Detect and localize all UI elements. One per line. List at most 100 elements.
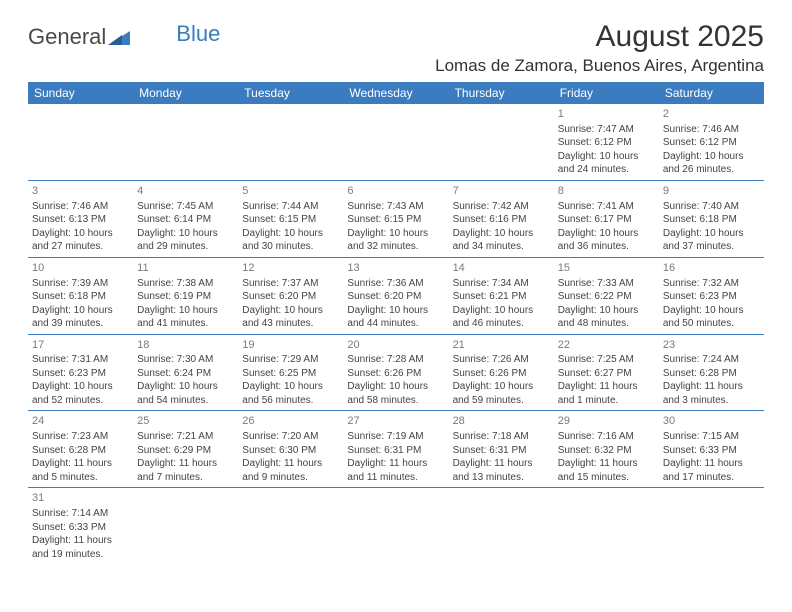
day-number: 6 <box>347 184 444 199</box>
daylight-line-2: and 26 minutes. <box>663 163 760 177</box>
day-cell <box>28 104 133 180</box>
sunset-line: Sunset: 6:15 PM <box>242 213 339 227</box>
daylight-line: Daylight: 10 hours <box>663 227 760 241</box>
sunset-line: Sunset: 6:31 PM <box>453 444 550 458</box>
calendar: SundayMondayTuesdayWednesdayThursdayFrid… <box>28 82 764 564</box>
day-number: 18 <box>137 338 234 353</box>
day-cell <box>449 104 554 180</box>
day-cell: 23Sunrise: 7:24 AMSunset: 6:28 PMDayligh… <box>659 335 764 411</box>
sunrise-line: Sunrise: 7:43 AM <box>347 200 444 214</box>
weekday-cell: Thursday <box>449 82 554 104</box>
day-cell: 6Sunrise: 7:43 AMSunset: 6:15 PMDaylight… <box>343 181 448 257</box>
daylight-line-2: and 9 minutes. <box>242 471 339 485</box>
day-cell <box>238 488 343 564</box>
day-cell: 2Sunrise: 7:46 AMSunset: 6:12 PMDaylight… <box>659 104 764 180</box>
daylight-line: Daylight: 11 hours <box>137 457 234 471</box>
day-cell: 9Sunrise: 7:40 AMSunset: 6:18 PMDaylight… <box>659 181 764 257</box>
sunset-line: Sunset: 6:23 PM <box>32 367 129 381</box>
day-cell: 22Sunrise: 7:25 AMSunset: 6:27 PMDayligh… <box>554 335 659 411</box>
daylight-line: Daylight: 10 hours <box>32 227 129 241</box>
daylight-line-2: and 29 minutes. <box>137 240 234 254</box>
day-cell: 27Sunrise: 7:19 AMSunset: 6:31 PMDayligh… <box>343 411 448 487</box>
daylight-line: Daylight: 11 hours <box>558 380 655 394</box>
sunset-line: Sunset: 6:20 PM <box>242 290 339 304</box>
calendar-grid: 1Sunrise: 7:47 AMSunset: 6:12 PMDaylight… <box>28 104 764 564</box>
calendar-row: 31Sunrise: 7:14 AMSunset: 6:33 PMDayligh… <box>28 488 764 564</box>
header: General Blue August 2025 Lomas de Zamora… <box>28 20 764 76</box>
day-number: 12 <box>242 261 339 276</box>
day-cell <box>343 488 448 564</box>
logo: General Blue <box>28 24 220 50</box>
weekday-cell: Friday <box>554 82 659 104</box>
sunrise-line: Sunrise: 7:32 AM <box>663 277 760 291</box>
daylight-line-2: and 15 minutes. <box>558 471 655 485</box>
daylight-line-2: and 58 minutes. <box>347 394 444 408</box>
sunset-line: Sunset: 6:26 PM <box>347 367 444 381</box>
sunset-line: Sunset: 6:28 PM <box>663 367 760 381</box>
daylight-line: Daylight: 11 hours <box>242 457 339 471</box>
sunrise-line: Sunrise: 7:46 AM <box>32 200 129 214</box>
sunset-line: Sunset: 6:32 PM <box>558 444 655 458</box>
daylight-line-2: and 19 minutes. <box>32 548 129 562</box>
daylight-line-2: and 27 minutes. <box>32 240 129 254</box>
daylight-line: Daylight: 10 hours <box>242 380 339 394</box>
sunrise-line: Sunrise: 7:28 AM <box>347 353 444 367</box>
sunrise-line: Sunrise: 7:14 AM <box>32 507 129 521</box>
sunrise-line: Sunrise: 7:47 AM <box>558 123 655 137</box>
day-cell <box>343 104 448 180</box>
day-number: 2 <box>663 107 760 122</box>
sunset-line: Sunset: 6:18 PM <box>32 290 129 304</box>
daylight-line-2: and 5 minutes. <box>32 471 129 485</box>
daylight-line: Daylight: 10 hours <box>242 227 339 241</box>
day-number: 28 <box>453 414 550 429</box>
daylight-line: Daylight: 10 hours <box>32 304 129 318</box>
daylight-line: Daylight: 11 hours <box>558 457 655 471</box>
sunset-line: Sunset: 6:33 PM <box>32 521 129 535</box>
sunset-line: Sunset: 6:19 PM <box>137 290 234 304</box>
sunset-line: Sunset: 6:23 PM <box>663 290 760 304</box>
day-number: 22 <box>558 338 655 353</box>
page-title: August 2025 <box>435 20 764 54</box>
weekday-cell: Saturday <box>659 82 764 104</box>
daylight-line: Daylight: 10 hours <box>453 227 550 241</box>
calendar-row: 1Sunrise: 7:47 AMSunset: 6:12 PMDaylight… <box>28 104 764 181</box>
day-number: 13 <box>347 261 444 276</box>
day-cell: 11Sunrise: 7:38 AMSunset: 6:19 PMDayligh… <box>133 258 238 334</box>
logo-icon <box>108 25 130 51</box>
day-cell <box>238 104 343 180</box>
day-number: 7 <box>453 184 550 199</box>
day-number: 15 <box>558 261 655 276</box>
day-cell <box>659 488 764 564</box>
sunrise-line: Sunrise: 7:16 AM <box>558 430 655 444</box>
sunrise-line: Sunrise: 7:40 AM <box>663 200 760 214</box>
day-number: 17 <box>32 338 129 353</box>
day-cell: 8Sunrise: 7:41 AMSunset: 6:17 PMDaylight… <box>554 181 659 257</box>
sunset-line: Sunset: 6:14 PM <box>137 213 234 227</box>
daylight-line-2: and 30 minutes. <box>242 240 339 254</box>
daylight-line: Daylight: 10 hours <box>558 227 655 241</box>
sunrise-line: Sunrise: 7:20 AM <box>242 430 339 444</box>
sunrise-line: Sunrise: 7:30 AM <box>137 353 234 367</box>
daylight-line-2: and 36 minutes. <box>558 240 655 254</box>
sunset-line: Sunset: 6:15 PM <box>347 213 444 227</box>
day-cell <box>449 488 554 564</box>
daylight-line: Daylight: 10 hours <box>137 304 234 318</box>
daylight-line-2: and 52 minutes. <box>32 394 129 408</box>
daylight-line-2: and 24 minutes. <box>558 163 655 177</box>
day-number: 11 <box>137 261 234 276</box>
day-number: 9 <box>663 184 760 199</box>
day-number: 10 <box>32 261 129 276</box>
sunrise-line: Sunrise: 7:29 AM <box>242 353 339 367</box>
daylight-line-2: and 50 minutes. <box>663 317 760 331</box>
day-cell: 20Sunrise: 7:28 AMSunset: 6:26 PMDayligh… <box>343 335 448 411</box>
daylight-line-2: and 7 minutes. <box>137 471 234 485</box>
day-number: 25 <box>137 414 234 429</box>
day-cell: 16Sunrise: 7:32 AMSunset: 6:23 PMDayligh… <box>659 258 764 334</box>
day-cell: 25Sunrise: 7:21 AMSunset: 6:29 PMDayligh… <box>133 411 238 487</box>
daylight-line: Daylight: 10 hours <box>137 380 234 394</box>
daylight-line: Daylight: 10 hours <box>32 380 129 394</box>
day-cell: 3Sunrise: 7:46 AMSunset: 6:13 PMDaylight… <box>28 181 133 257</box>
day-cell: 4Sunrise: 7:45 AMSunset: 6:14 PMDaylight… <box>133 181 238 257</box>
sunrise-line: Sunrise: 7:23 AM <box>32 430 129 444</box>
day-cell: 7Sunrise: 7:42 AMSunset: 6:16 PMDaylight… <box>449 181 554 257</box>
